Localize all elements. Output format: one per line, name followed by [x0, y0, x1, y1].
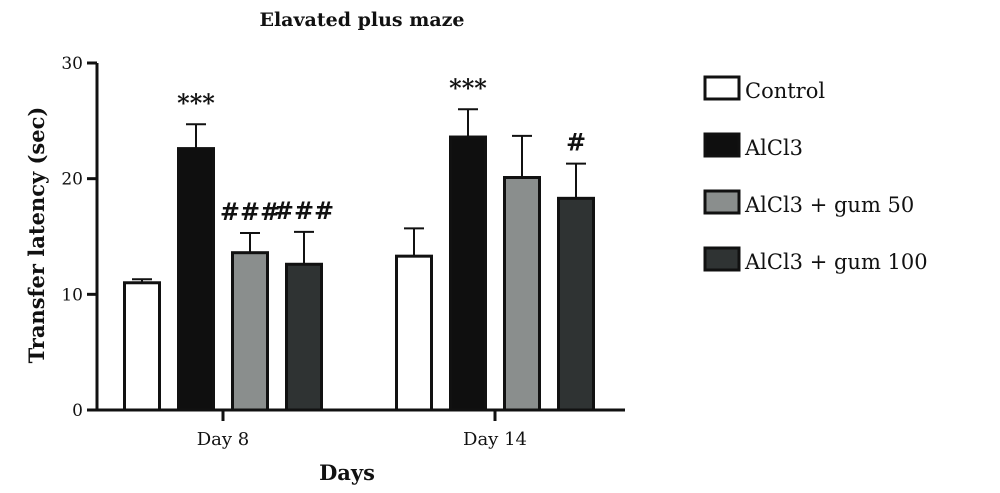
y-tick-label-1: 10: [61, 285, 83, 305]
bar-1-1: [449, 135, 487, 412]
bar-1-0: [177, 147, 215, 412]
legend-swatch-1: [703, 132, 741, 158]
legend-label-2: AlCl3 + gum 50: [744, 193, 914, 217]
x-tick-label-0: Day 8: [197, 429, 250, 450]
annotation-3-0: ###: [274, 196, 334, 225]
bar-2-1: [503, 176, 541, 412]
legend-swatch-3: [703, 246, 741, 272]
y-tick-label-2: 20: [61, 170, 83, 190]
plot-area: 0 10 20 30 Day 8 *** ###### Day 14 *** #: [61, 54, 625, 450]
y-axis-title: Transfer latency (sec): [24, 107, 49, 364]
bar-0-1: [395, 254, 433, 412]
legend-label-3: AlCl3 + gum 100: [744, 250, 928, 274]
x-tick-label-1: Day 14: [463, 429, 527, 450]
annotation-2-0: ###: [220, 197, 280, 226]
legend-label-1: AlCl3: [744, 136, 803, 160]
bar-3-0: [285, 262, 323, 412]
annotation-1-0: ***: [177, 88, 215, 117]
bar-2-0: [231, 251, 269, 412]
y-tick-label-3: 30: [61, 54, 83, 74]
bar-3-1: [557, 196, 595, 412]
y-tick-label-0: 0: [72, 401, 83, 421]
legend-label-0: Control: [745, 79, 825, 103]
x-axis-title: Days: [319, 460, 375, 485]
legend: Control AlCl3 AlCl3 + gum 50 AlCl3 + gum 10…: [703, 75, 928, 274]
annotation-3-1: #: [566, 128, 586, 157]
bar-0-0: [123, 281, 161, 412]
legend-swatch-0: [703, 75, 741, 101]
annotation-1-1: ***: [449, 73, 487, 102]
chart-title: Elavated plus maze: [259, 9, 464, 31]
legend-swatch-2: [703, 189, 741, 215]
